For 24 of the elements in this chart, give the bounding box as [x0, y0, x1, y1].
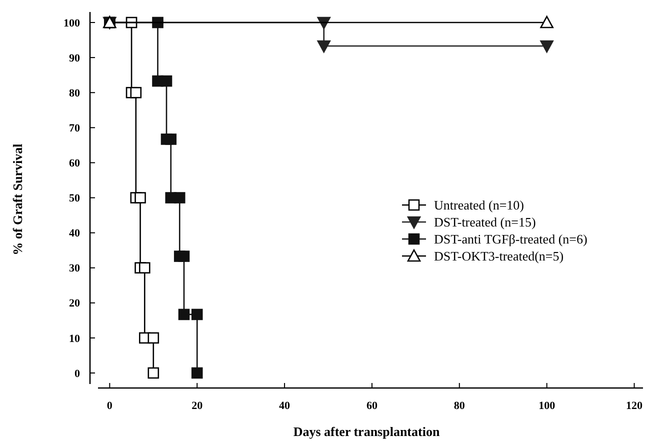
legend-label: DST-anti TGFβ-treated (n=6)	[434, 232, 588, 247]
x-tick-label: 20	[192, 400, 204, 412]
y-tick-label: 80	[69, 87, 80, 100]
y-tick-label: 60	[69, 158, 80, 170]
x-tick-label: 60	[366, 400, 378, 412]
x-tick-label: 0	[106, 400, 113, 412]
y-tick-label: 50	[69, 192, 80, 205]
y-tick-label: 40	[69, 228, 80, 240]
x-tick-label: 40	[279, 400, 291, 412]
x-tick-label: 120	[626, 400, 644, 412]
x-axis-title: Days after transplantation	[293, 424, 440, 439]
y-tick-label: 20	[69, 298, 80, 310]
y-tick-label: 100	[64, 17, 80, 30]
y-tick-label: 70	[69, 122, 80, 135]
legend-label: DST-treated (n=15)	[434, 214, 536, 230]
y-tick-label: 30	[69, 262, 80, 275]
y-tick-label: 10	[69, 332, 80, 345]
x-tick-label: 100	[538, 400, 556, 412]
legend-label: DST-OKT3-treated(n=5)	[434, 248, 564, 264]
y-axis-title: % of Graft Survival	[10, 143, 25, 256]
legend-label: Untreated (n=10)	[434, 198, 524, 213]
x-tick-label: 80	[454, 400, 466, 412]
y-tick-label: 0	[74, 368, 80, 380]
y-tick-label: 90	[69, 52, 80, 64]
